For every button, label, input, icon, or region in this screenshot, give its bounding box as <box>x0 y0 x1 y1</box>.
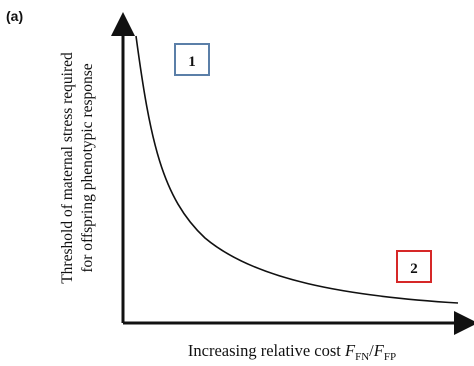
x-axis-label-prefix: Increasing relative cost <box>188 341 345 360</box>
x-axis-label-sub2: FP <box>384 351 396 363</box>
y-axis-label-line2: for offspring phenotypic response <box>79 63 96 272</box>
x-axis-label-f2: F <box>373 341 385 360</box>
region-box-1: 1 <box>174 43 210 76</box>
region-box-1-label: 1 <box>188 54 196 70</box>
y-axis-label-line1: Threshold of maternal stress required <box>59 52 76 284</box>
x-axis-label-slash: / <box>369 341 374 360</box>
threshold-curve <box>135 35 459 304</box>
panel-label: (a) <box>6 8 23 24</box>
region-box-2-label: 2 <box>410 261 418 277</box>
x-axis-label-f1: F <box>344 341 356 360</box>
x-axis-label-sub1: FN <box>355 351 369 363</box>
x-axis-label: Increasing relative cost FFN/FFP <box>188 341 396 363</box>
region-box-2: 2 <box>396 250 432 283</box>
